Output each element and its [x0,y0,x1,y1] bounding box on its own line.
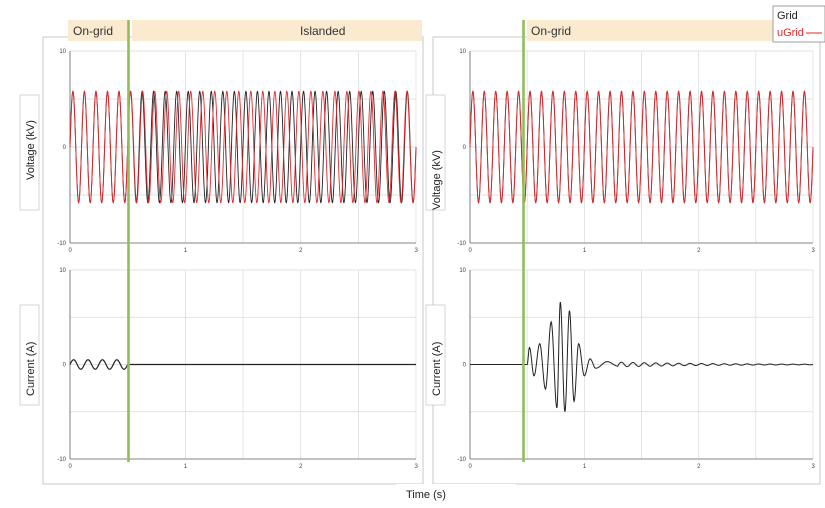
right-current-x-tick-label: 2 [697,464,701,470]
right-current-x-tick-label: 0 [469,464,473,470]
xlabel-box [396,484,516,504]
mode-band-islanded [132,20,422,41]
mode-band-ongrid-right [527,20,820,41]
mode-label-ongrid-left: On-grid [73,24,113,38]
right-voltage-x-tick-label: 3 [812,248,816,254]
right-current-ylabel: Current (A) [431,342,443,396]
right-current-x-tick-label: 3 [812,464,816,470]
legend-box [772,5,825,43]
legend: Grid uGrid [772,5,825,43]
right-current-y-tick-label: -10 [457,457,466,463]
left-current-ylabel-box [19,304,40,406]
left-voltage-y-tick-label: 10 [59,49,66,55]
right-voltage-x-tick-label: 1 [583,248,587,254]
left-voltage-x-tick-label: 1 [184,248,188,254]
mode-band-ongrid-left [68,20,128,41]
legend-ugrid-label: uGrid [777,27,804,39]
left-voltage-ylabel: Voltage (kV) [25,120,37,180]
mode-label-ongrid-right: On-grid [531,24,571,38]
left-voltage-x-tick-label: 0 [69,248,73,254]
right-voltage-y-tick-label: 10 [459,49,466,55]
left-voltage-x-tick-label: 3 [415,248,419,254]
right-current-ylabel-box [425,304,446,406]
axis-titles: Voltage (kV) Current (A) Voltage (kV) Cu… [19,94,516,504]
left-voltage-y-tick-label: 0 [63,145,67,151]
right-voltage-x-tick-label: 0 [469,248,473,254]
right-voltage-x-tick-label: 2 [697,248,701,254]
left-voltage-y-tick-label: -10 [57,241,66,247]
right-voltage-y-tick-label: -10 [457,241,466,247]
right-current-x-tick-label: 1 [583,464,587,470]
right-voltage-ylabel: Voltage (kV) [431,150,443,210]
left-current-x-tick-label: 1 [184,464,188,470]
legend-grid-label: Grid [777,10,798,22]
mode-band-group: On-grid Islanded On-grid [68,20,820,41]
right-current-series-current [470,302,814,412]
right-current-y-tick-label: 10 [459,268,466,274]
left-current-y-tick-label: -10 [57,457,66,463]
left-current-x-tick-label: 0 [69,464,73,470]
left-voltage-ylabel-box [19,94,40,211]
mode-label-islanded: Islanded [300,24,345,38]
right-voltage-y-tick-label: 0 [463,145,467,151]
left-current-ylabel: Current (A) [25,342,37,396]
x-axis-label: Time (s) [406,489,446,501]
right-voltage-series-ugrid [469,90,814,204]
left-current-y-tick-label: 10 [59,268,66,274]
left-voltage-x-tick-label: 2 [299,248,303,254]
left-current-x-tick-label: 3 [415,464,419,470]
right-current-y-tick-label: 0 [463,363,467,369]
left-current-y-tick-label: 0 [63,363,67,369]
left-current-x-tick-label: 2 [299,464,303,470]
right-voltage-ylabel-box [425,94,446,211]
